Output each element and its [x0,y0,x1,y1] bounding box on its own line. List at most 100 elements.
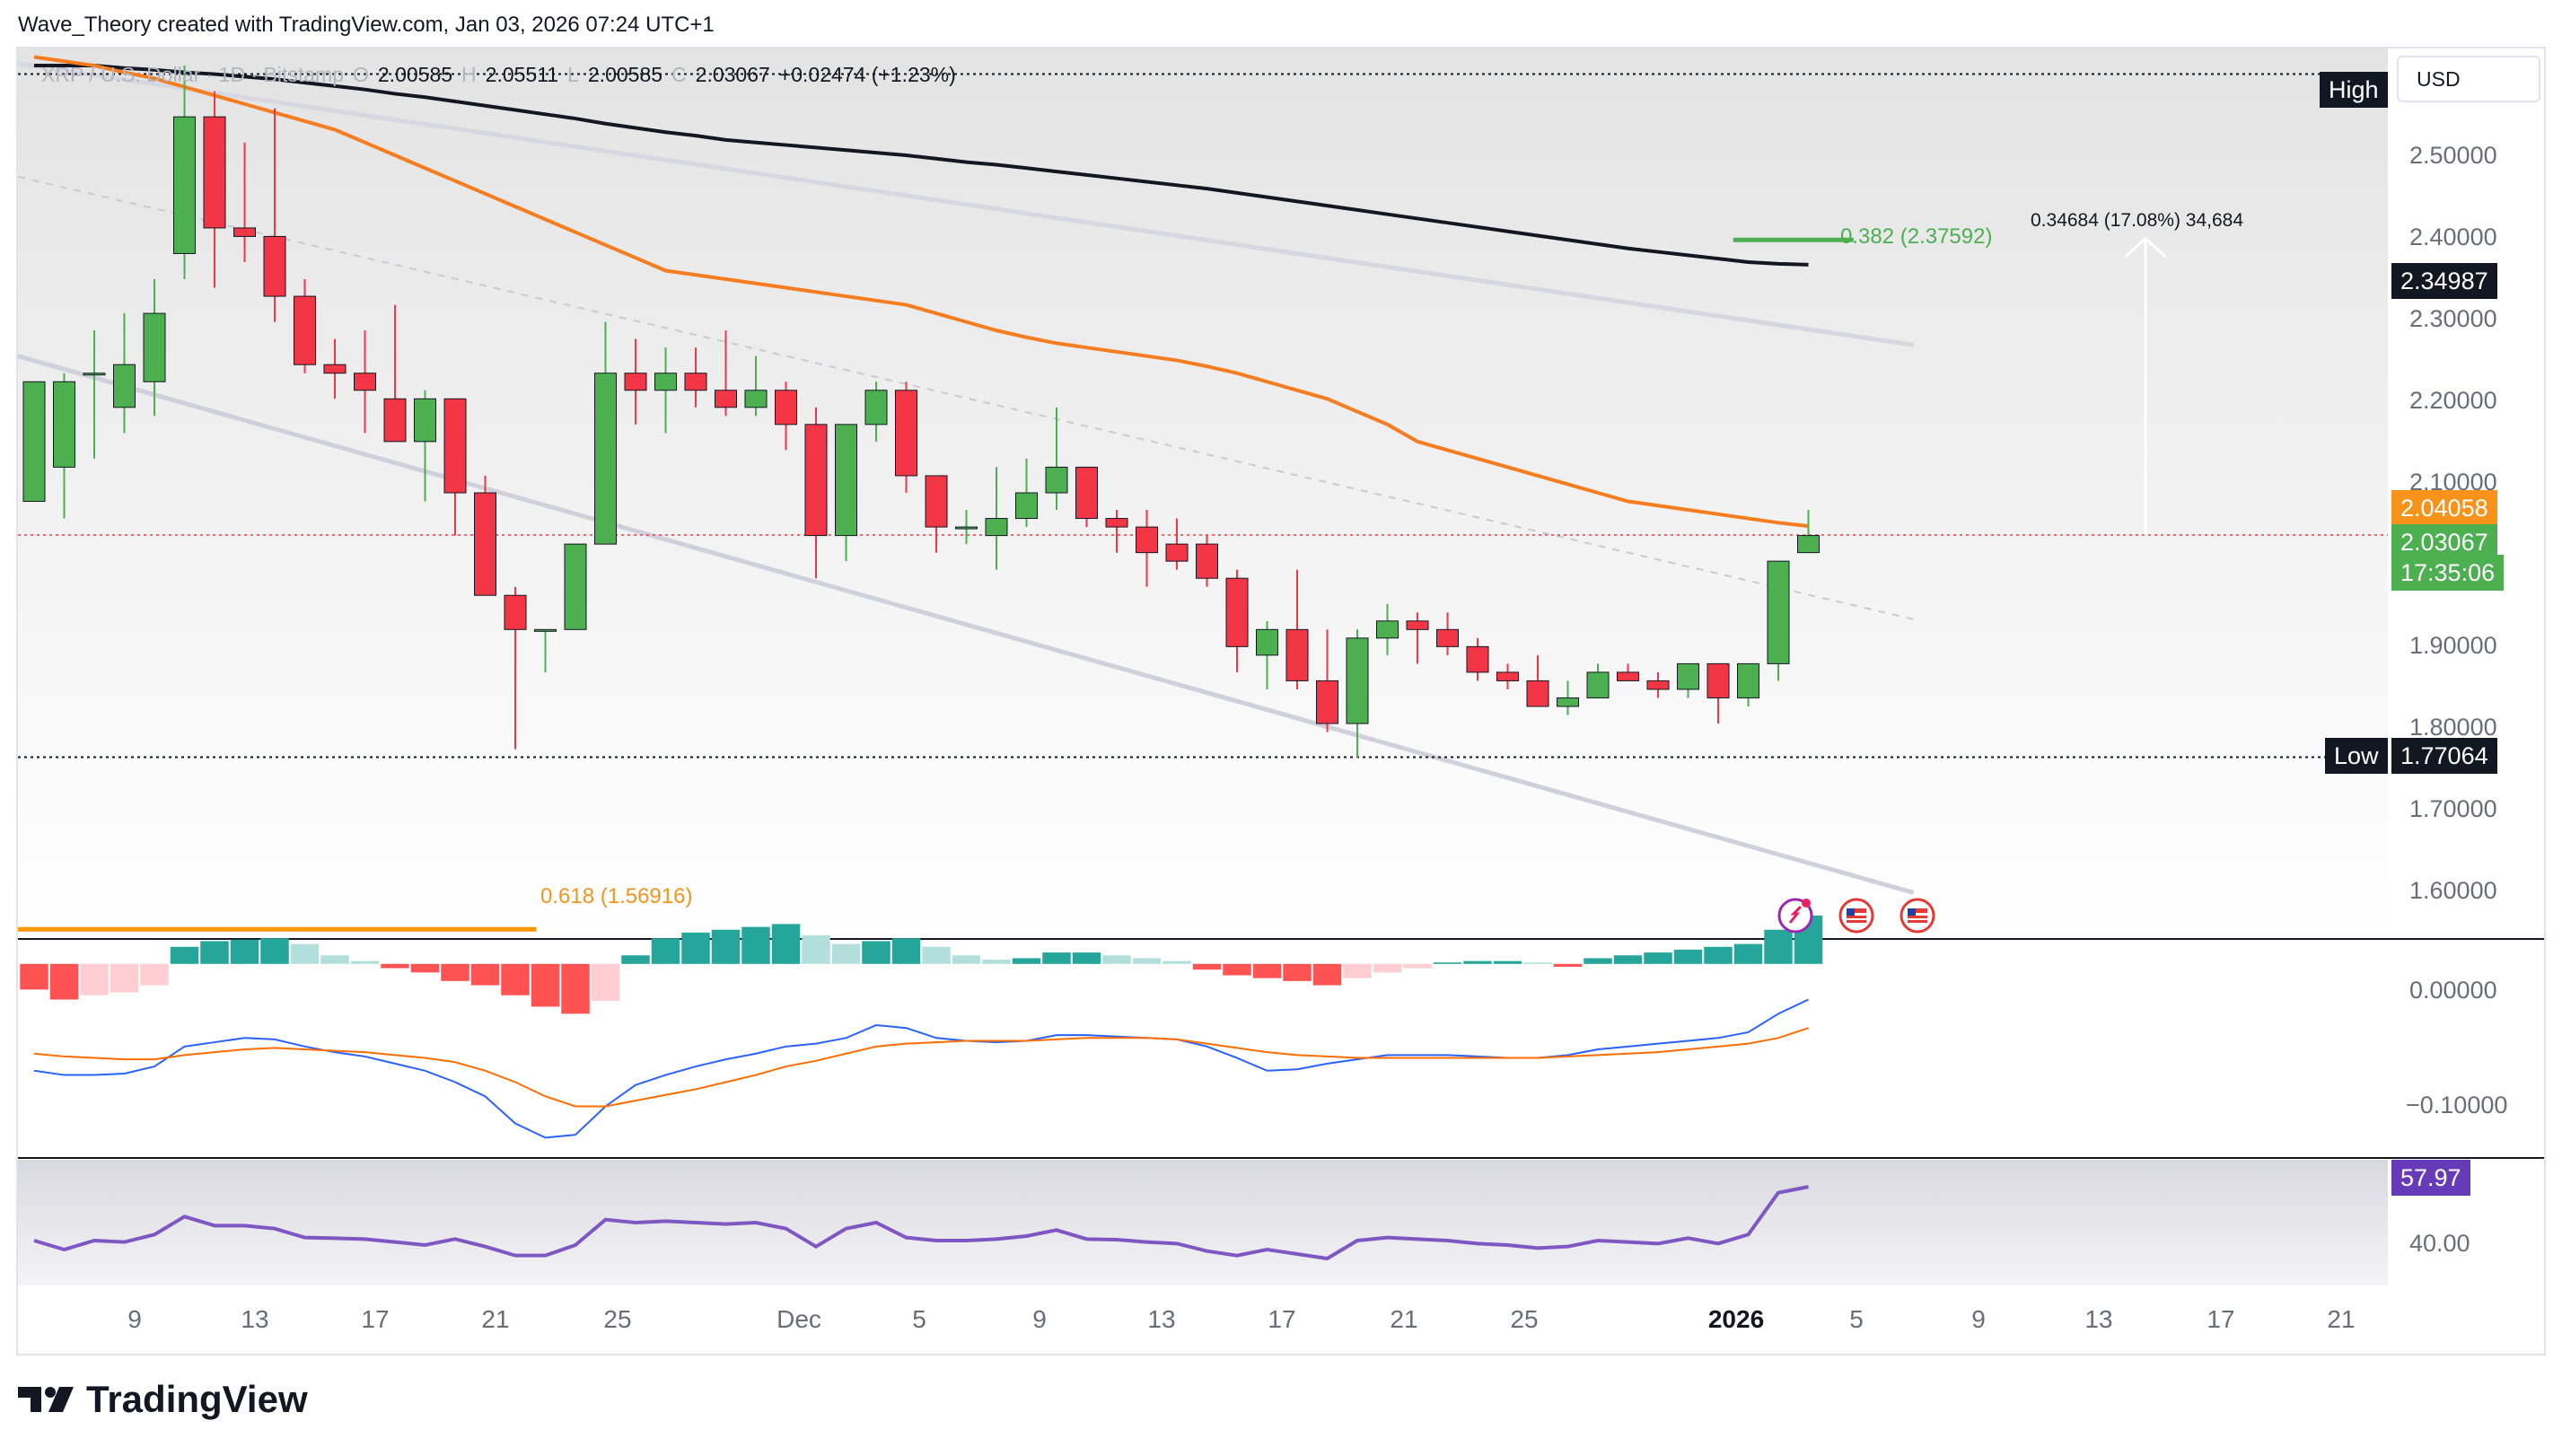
candle-body [1526,680,1549,707]
candle [1526,654,1549,707]
rsi-pane-background [18,1160,2388,1285]
x-axis-label: 9 [1971,1305,1986,1333]
macd-histogram-bar [952,955,981,964]
candle-body [684,373,707,391]
candle [383,304,407,443]
tradingview-logo-icon [18,1387,74,1412]
candle-body [1105,518,1128,528]
macd-histogram-bar [1012,958,1041,964]
ma-black-price-tag: 2.34987 [2391,263,2497,299]
x-axis-label: 13 [2084,1305,2113,1333]
candle-body [83,373,106,376]
price-levels [18,73,2388,932]
candle-body [775,390,797,425]
candle-body [323,364,347,374]
macd-histogram-bar [290,943,320,964]
macd-histogram-bar [651,938,680,964]
candle [684,347,707,408]
candle-body [1406,620,1429,630]
candle-body [1797,535,1820,554]
macd-histogram-bar [1072,952,1101,964]
currency-button[interactable]: USD [2397,56,2540,102]
chart-frame[interactable] [16,47,2546,1355]
candle [263,108,286,322]
candle [1256,620,1278,689]
candle [414,390,436,502]
candle [1075,466,1098,528]
candle [1767,560,1790,681]
candle [835,424,857,562]
candle [504,586,527,750]
macd-histogram-bar [1312,963,1342,986]
candle-body [1586,671,1610,698]
candle [1646,671,1670,698]
open-value: 2.00585 [377,63,453,86]
macd-histogram-bar [1463,960,1492,964]
candle [804,407,828,579]
candle-body [624,373,647,391]
x-axis-label: 21 [2327,1305,2356,1333]
candle-body [143,312,166,382]
x-axis-label: 25 [1510,1305,1539,1333]
channel-upper-line [17,61,1915,347]
macd-histogram-bar [711,929,741,964]
candle-body [1196,543,1218,579]
ma-mid-line [33,55,1809,529]
candle [775,382,797,451]
chart-credit: Wave_Theory created with TradingView.com… [18,13,715,37]
low-price-tag: 1.77064 [2391,738,2497,774]
candle-body [1466,645,1489,673]
macd-histogram-bar [1252,963,1282,978]
candle-body [1136,526,1158,554]
price-pane-background [18,48,2388,937]
x-axis-label: Dec [776,1305,821,1333]
macd-signal-line [33,1027,1809,1108]
candle-body [864,390,888,425]
candle [1285,569,1309,689]
macd-histogram-bar [831,943,861,964]
candle-body [414,398,436,443]
fib-618-label: 0.618 (1.56916) [540,884,693,908]
macd-histogram-bar [1704,946,1733,964]
high-label-tag: High [2320,72,2388,108]
candle-body [1285,628,1309,681]
brand-name: TradingView [86,1378,308,1420]
macd-histogram-bar [320,955,349,964]
candle [1707,662,1730,724]
x-axis-label: 17 [1268,1305,1296,1333]
rsi-indicator [33,1185,1809,1261]
x-axis-label: 5 [912,1305,926,1333]
candle-body [1737,662,1759,698]
candle-body [1436,628,1459,647]
macd-histogram-bar [862,941,891,964]
candle [864,382,888,442]
change-value: +0.02474 (+1.23%) [778,63,956,86]
candle [474,475,496,596]
channel-lower-line [17,354,1915,895]
tradingview-logo[interactable]: TradingView [18,1378,308,1421]
macd-histogram-bar [1493,960,1522,964]
x-axis-label: 5 [1849,1305,1864,1333]
macd-histogram-bar [1163,960,1191,964]
macd-histogram-bar [1433,962,1462,964]
candle [1316,629,1338,732]
macd-histogram-bar [771,924,801,964]
candle-body [233,227,256,237]
candle-body [1707,662,1730,698]
candle [1557,680,1579,715]
candle-body [53,381,75,468]
macd-histogram-bar [802,935,830,964]
candle-body [1045,466,1068,494]
candle-body [263,235,286,297]
candle [654,347,677,434]
sparkle-event-icon [1777,898,1813,934]
macd-histogram-bar [1343,963,1372,978]
trend-channel [17,61,1915,895]
macd-histogram-bar [20,963,48,990]
candle [323,338,347,399]
symbol-label[interactable]: XRP / U.S. Dollar · 1D · Bitstamp [41,63,344,86]
x-axis-label: 17 [2207,1305,2235,1333]
candle [294,279,316,373]
candle [1436,612,1459,655]
